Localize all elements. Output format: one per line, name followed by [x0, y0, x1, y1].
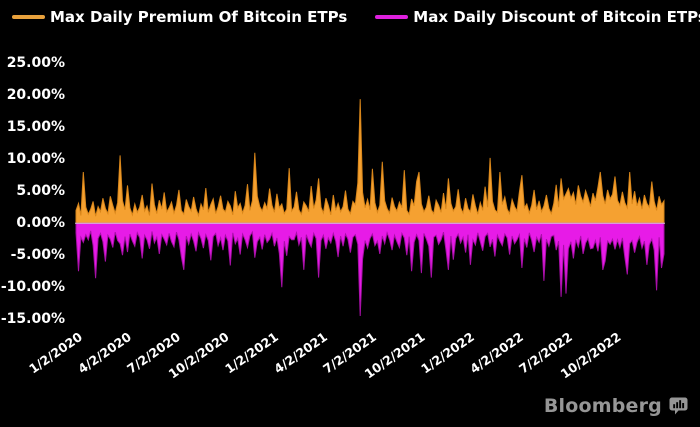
series-premium: [75, 99, 665, 224]
y-axis-label: -15.00%: [0, 311, 65, 328]
x-axis-label: 1/2/2022: [417, 329, 477, 377]
y-axis-label: 10.00%: [6, 151, 65, 168]
x-axis-label: 4/2/2021: [270, 329, 330, 377]
y-axis-label: 20.00%: [6, 87, 65, 104]
bloomberg-wordmark: Bloomberg: [543, 395, 662, 417]
legend-item-premium: Max Daily Premium Of Bitcoin ETPs: [12, 8, 347, 26]
bar-chart-bubble-icon: [669, 397, 688, 415]
discount-line-swatch: [375, 15, 409, 19]
legend-label-discount: Max Daily Discount of Bitcoin ETPs: [413, 8, 700, 26]
chart-plot-area: [75, 99, 665, 317]
y-axis-label: 15.00%: [6, 119, 65, 136]
x-axis-label: 1/2/2021: [221, 329, 281, 377]
y-axis-label: -5.00%: [10, 247, 65, 264]
legend-label-premium: Max Daily Premium Of Bitcoin ETPs: [50, 8, 348, 26]
bloomberg-logo: Bloomberg: [544, 396, 688, 416]
legend: Max Daily Premium Of Bitcoin ETPs Max Da…: [12, 8, 700, 26]
y-axis-label: 0.00%: [16, 215, 65, 232]
x-axis-label: 4/2/2022: [466, 329, 526, 377]
premium-line-swatch: [12, 15, 45, 19]
y-axis-label: 5.00%: [16, 183, 65, 200]
y-axis-label: -10.00%: [0, 279, 65, 296]
x-axis-label: 1/2/2020: [25, 329, 85, 377]
legend-item-discount: Max Daily Discount of Bitcoin ETPs: [375, 8, 700, 26]
y-axis-label: 25.00%: [6, 55, 65, 72]
series-discount: [75, 222, 665, 317]
x-axis-label: 4/2/2020: [74, 329, 134, 377]
